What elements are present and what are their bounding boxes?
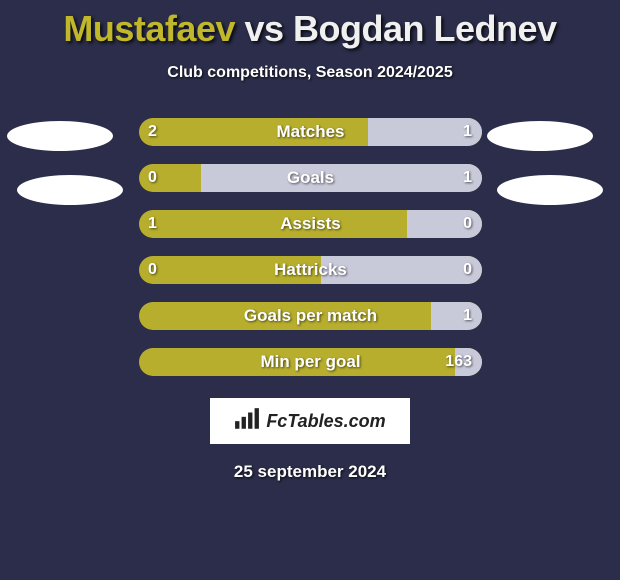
decorative-ellipse bbox=[487, 121, 593, 151]
player2-name: Bogdan Lednev bbox=[293, 8, 557, 49]
stat-row: Min per goal163 bbox=[0, 348, 620, 376]
page-title: Mustafaev vs Bogdan Lednev bbox=[63, 8, 556, 50]
watermark-text: FcTables.com bbox=[266, 411, 385, 432]
content-wrapper: Mustafaev vs Bogdan Lednev Club competit… bbox=[0, 0, 620, 580]
bar-container bbox=[139, 210, 482, 238]
date-text: 25 september 2024 bbox=[234, 462, 386, 482]
chart-area: Matches21Goals01Assists10Hattricks00Goal… bbox=[0, 118, 620, 394]
stat-row: Assists10 bbox=[0, 210, 620, 238]
bar-container bbox=[139, 302, 482, 330]
bar-container bbox=[139, 256, 482, 284]
decorative-ellipse bbox=[7, 121, 113, 151]
vs-text: vs bbox=[245, 8, 294, 49]
bar-container bbox=[139, 348, 482, 376]
stat-row: Goals per match1 bbox=[0, 302, 620, 330]
bar-right-segment bbox=[407, 210, 482, 238]
bar-right-segment bbox=[201, 164, 482, 192]
bar-container bbox=[139, 164, 482, 192]
bar-container bbox=[139, 118, 482, 146]
player1-name: Mustafaev bbox=[63, 8, 235, 49]
chart-icon bbox=[234, 408, 260, 435]
bar-right-segment bbox=[321, 256, 482, 284]
watermark: FcTables.com bbox=[210, 398, 410, 444]
bar-right-segment bbox=[455, 348, 482, 376]
bar-right-segment bbox=[368, 118, 482, 146]
stat-row: Hattricks00 bbox=[0, 256, 620, 284]
decorative-ellipse bbox=[17, 175, 123, 205]
bar-right-segment bbox=[431, 302, 482, 330]
decorative-ellipse bbox=[497, 175, 603, 205]
subtitle: Club competitions, Season 2024/2025 bbox=[167, 64, 452, 82]
